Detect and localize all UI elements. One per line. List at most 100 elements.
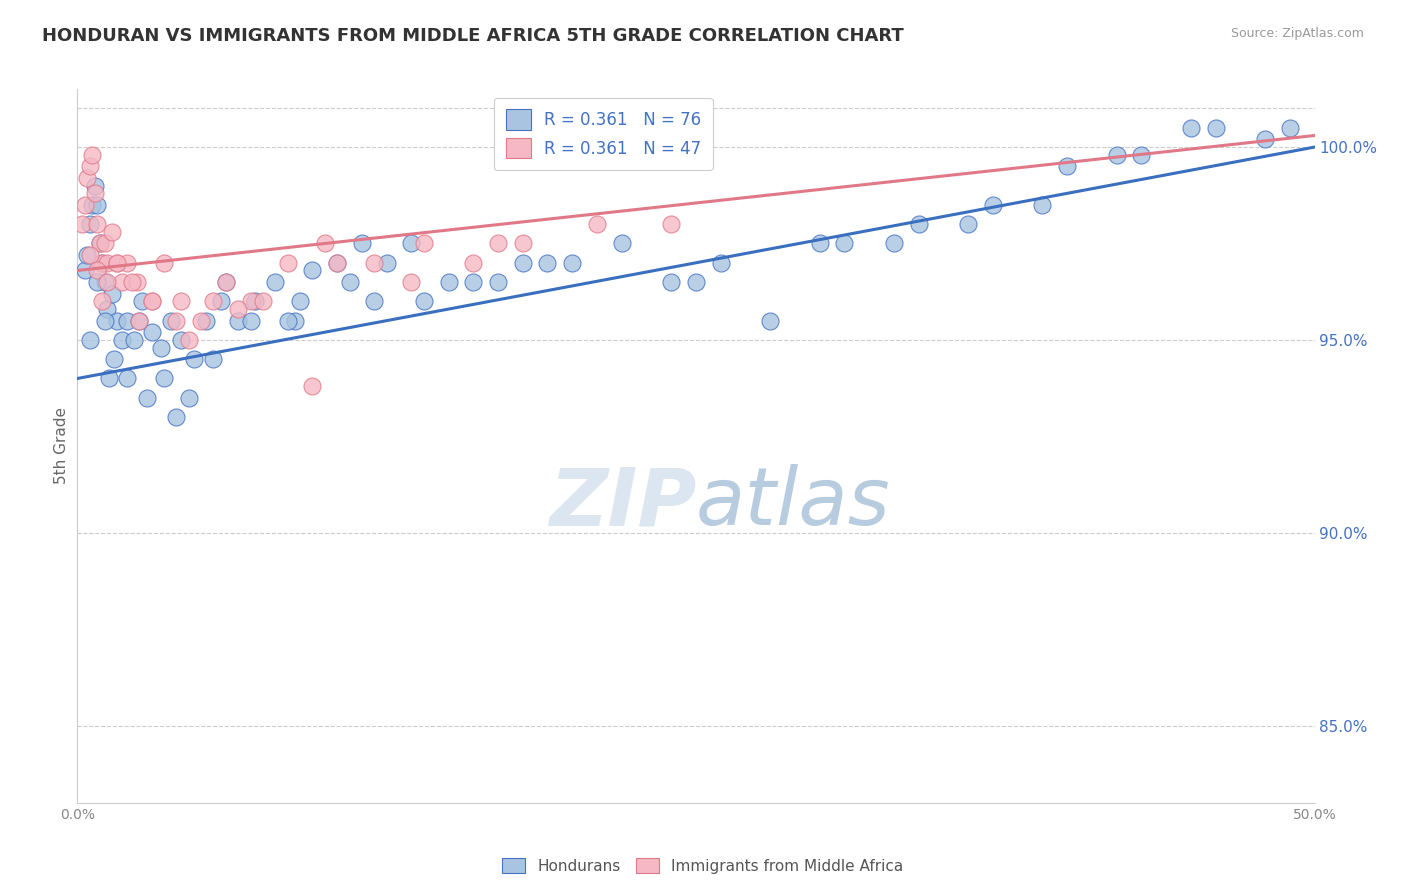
Point	[252, 294, 274, 309]
Point	[103, 352, 125, 367]
Legend: R = 0.361   N = 76, R = 0.361   N = 47: R = 0.361 N = 76, R = 0.361 N = 47	[494, 97, 713, 169]
Point	[981, 198, 1004, 212]
Point	[115, 256, 138, 270]
Point	[115, 371, 138, 385]
Point	[1278, 120, 1301, 135]
Point	[226, 313, 249, 327]
Point	[79, 159, 101, 173]
Point	[183, 352, 205, 367]
Point	[486, 275, 509, 289]
Point	[86, 275, 108, 289]
Point	[83, 178, 105, 193]
Point	[91, 294, 114, 309]
Point	[83, 186, 105, 201]
Point	[91, 256, 114, 270]
Point	[93, 313, 115, 327]
Point	[710, 256, 733, 270]
Point	[153, 256, 176, 270]
Point	[659, 217, 682, 231]
Point	[834, 236, 856, 251]
Point	[288, 294, 311, 309]
Y-axis label: 5th Grade: 5th Grade	[53, 408, 69, 484]
Point	[245, 294, 267, 309]
Point	[536, 256, 558, 270]
Point	[96, 256, 118, 270]
Point	[401, 236, 423, 251]
Point	[82, 148, 104, 162]
Point	[89, 236, 111, 251]
Point	[239, 313, 262, 327]
Point	[363, 256, 385, 270]
Point	[190, 313, 212, 327]
Point	[215, 275, 238, 289]
Point	[339, 275, 361, 289]
Point	[128, 313, 150, 327]
Point	[79, 217, 101, 231]
Text: HONDURAN VS IMMIGRANTS FROM MIDDLE AFRICA 5TH GRADE CORRELATION CHART: HONDURAN VS IMMIGRANTS FROM MIDDLE AFRIC…	[42, 27, 904, 45]
Point	[170, 333, 193, 347]
Point	[121, 275, 143, 289]
Point	[239, 294, 262, 309]
Point	[883, 236, 905, 251]
Point	[610, 236, 633, 251]
Point	[101, 286, 124, 301]
Point	[150, 341, 173, 355]
Point	[105, 256, 128, 270]
Point	[202, 352, 225, 367]
Point	[561, 256, 583, 270]
Point	[586, 217, 609, 231]
Point	[101, 225, 124, 239]
Point	[76, 170, 98, 185]
Point	[215, 275, 238, 289]
Point	[177, 333, 200, 347]
Point	[685, 275, 707, 289]
Point	[1130, 148, 1153, 162]
Point	[1205, 120, 1227, 135]
Point	[264, 275, 287, 289]
Point	[96, 301, 118, 316]
Point	[659, 275, 682, 289]
Point	[314, 236, 336, 251]
Point	[350, 236, 373, 251]
Point	[437, 275, 460, 289]
Point	[1031, 198, 1053, 212]
Point	[165, 313, 187, 327]
Point	[122, 333, 145, 347]
Point	[135, 391, 157, 405]
Point	[82, 198, 104, 212]
Point	[202, 294, 225, 309]
Point	[301, 263, 323, 277]
Point	[463, 256, 485, 270]
Point	[105, 313, 128, 327]
Point	[79, 333, 101, 347]
Text: ZIP: ZIP	[548, 464, 696, 542]
Point	[226, 301, 249, 316]
Point	[79, 248, 101, 262]
Point	[86, 263, 108, 277]
Point	[463, 275, 485, 289]
Point	[808, 236, 831, 251]
Point	[1254, 132, 1277, 146]
Point	[73, 198, 96, 212]
Point	[141, 294, 163, 309]
Point	[907, 217, 929, 231]
Point	[86, 198, 108, 212]
Point	[363, 294, 385, 309]
Point	[141, 325, 163, 339]
Point	[326, 256, 349, 270]
Point	[96, 275, 118, 289]
Point	[277, 256, 299, 270]
Point	[1105, 148, 1128, 162]
Point	[111, 275, 134, 289]
Point	[512, 236, 534, 251]
Point	[72, 217, 94, 231]
Point	[284, 313, 307, 327]
Point	[141, 294, 163, 309]
Point	[301, 379, 323, 393]
Point	[98, 371, 121, 385]
Point	[73, 263, 96, 277]
Point	[170, 294, 193, 309]
Point	[128, 313, 150, 327]
Point	[1056, 159, 1078, 173]
Point	[401, 275, 423, 289]
